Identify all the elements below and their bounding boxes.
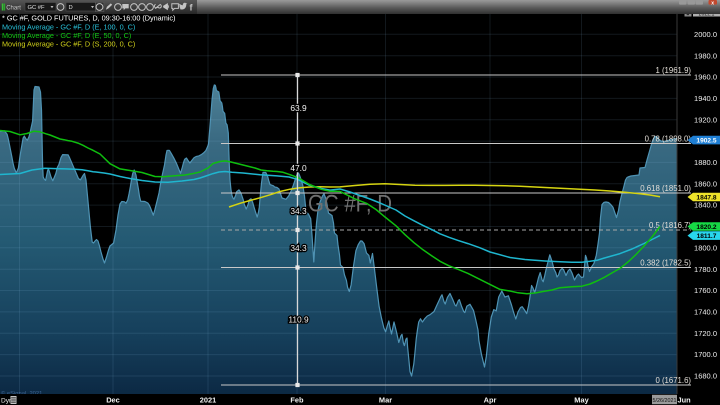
svg-text:110.9: 110.9 [288, 315, 309, 325]
svg-text:1780.0: 1780.0 [694, 265, 717, 274]
svg-text:34.3: 34.3 [290, 206, 307, 216]
svg-text:x: x [711, 0, 714, 6]
svg-text:Mar: Mar [379, 396, 392, 405]
svg-text:Jun: Jun [678, 396, 692, 405]
svg-text:1680.0: 1680.0 [694, 372, 717, 381]
svg-text:Dec: Dec [106, 396, 120, 405]
svg-text:1940.0: 1940.0 [694, 94, 717, 103]
svg-text:* GC #F, GOLD FUTURES, D, 09:3: * GC #F, GOLD FUTURES, D, 09:30-16:00 (D… [2, 14, 175, 23]
svg-text:2000.0: 2000.0 [694, 30, 717, 39]
svg-text:0.382 (1782.5): 0.382 (1782.5) [640, 259, 691, 268]
svg-text:GC #F, D: GC #F, D [308, 191, 392, 218]
svg-text:May: May [574, 396, 589, 405]
svg-text:1920.0: 1920.0 [694, 115, 717, 124]
svg-text:Moving Average - GC #F, D (S,: Moving Average - GC #F, D (S, 200, 0, C) [2, 40, 135, 49]
svg-text:34.3: 34.3 [290, 243, 307, 253]
svg-text:1760.0: 1760.0 [694, 286, 717, 295]
svg-text:1880.0: 1880.0 [694, 158, 717, 167]
svg-text:1902.5: 1902.5 [696, 138, 717, 145]
svg-text:0 (1671.6): 0 (1671.6) [655, 376, 691, 385]
svg-text:2021: 2021 [200, 396, 216, 405]
svg-text:D: D [69, 5, 73, 11]
svg-text:1720.0: 1720.0 [694, 329, 717, 338]
svg-text:0.5 (1816.7): 0.5 (1816.7) [649, 221, 691, 230]
svg-text:1840.0: 1840.0 [694, 201, 717, 210]
svg-text:1740.0: 1740.0 [694, 308, 717, 317]
svg-text:1800.0: 1800.0 [694, 243, 717, 252]
svg-text:1960.0: 1960.0 [694, 73, 717, 82]
svg-text:GC #F: GC #F [28, 5, 46, 11]
svg-text:Feb: Feb [290, 396, 304, 405]
svg-text:1820.2: 1820.2 [696, 224, 717, 231]
svg-text:1700.0: 1700.0 [694, 350, 717, 359]
svg-text:47.0: 47.0 [290, 163, 307, 173]
svg-text:Moving Average - GC #F, D (E,: Moving Average - GC #F, D (E, 50, 0, C) [2, 31, 131, 40]
svg-text:1811.7: 1811.7 [697, 233, 717, 240]
svg-text:0.78 (1898.0): 0.78 (1898.0) [645, 135, 692, 144]
svg-text:© eSignal, 2021: © eSignal, 2021 [1, 390, 42, 397]
svg-text:1860.0: 1860.0 [694, 179, 717, 188]
svg-text:2022.1: 2022.1 [699, 11, 715, 17]
svg-text:1 (1961.9): 1 (1961.9) [655, 66, 691, 75]
svg-text:Chart: Chart [6, 5, 21, 11]
svg-text:f: f [190, 2, 194, 12]
svg-text:Apr: Apr [484, 396, 497, 405]
svg-text:1980.0: 1980.0 [694, 51, 717, 60]
svg-text:Moving Average - GC #F, D (E,: Moving Average - GC #F, D (E, 100, 0, C) [2, 22, 135, 31]
svg-text:1847.8: 1847.8 [696, 195, 717, 202]
svg-text:0.618 (1851.0): 0.618 (1851.0) [640, 184, 691, 193]
svg-text:Dyn: Dyn [1, 398, 13, 405]
svg-text:5/26/2021: 5/26/2021 [653, 398, 677, 404]
svg-text:63.9: 63.9 [290, 103, 307, 113]
